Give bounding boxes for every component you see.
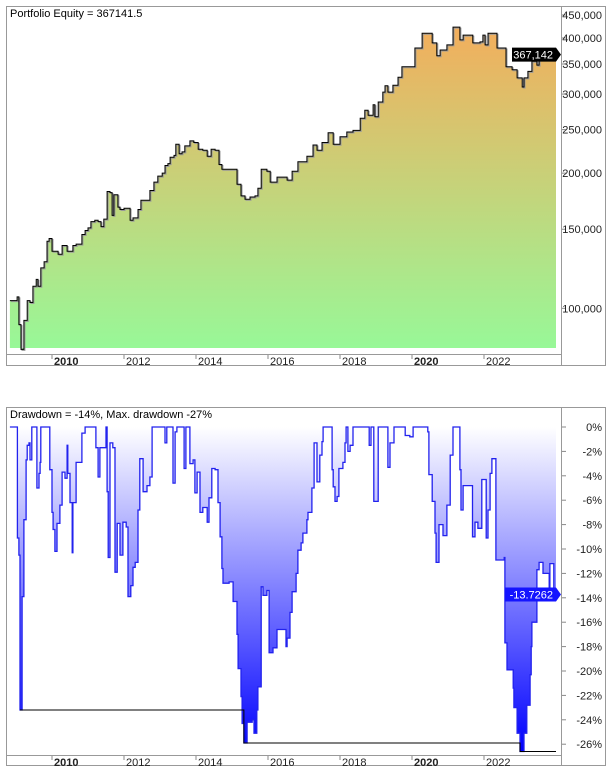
y-tick-label: -2% bbox=[582, 446, 602, 458]
y-tick-label: 0% bbox=[586, 422, 602, 434]
x-tick-label: 2014 bbox=[198, 757, 222, 769]
y-tick-label: 150,000 bbox=[562, 224, 602, 236]
drawdown-title: Drawdown = -14%, Max. drawdown -27% bbox=[10, 409, 212, 421]
y-tick-label: -6% bbox=[582, 495, 602, 507]
y-tick-label: 350,000 bbox=[562, 59, 602, 71]
equity-x-axis: 2010 2012 2014 2016 2018 2020 2022 bbox=[51, 355, 510, 368]
drawdown-area-fill bbox=[9, 427, 556, 752]
y-tick-label: -12% bbox=[576, 568, 602, 580]
equity-line-shadow bbox=[10, 27, 558, 351]
y-tick-label: -14% bbox=[576, 593, 602, 605]
y-tick-label: -16% bbox=[576, 617, 602, 629]
equity-current-value-badge: 367,142 bbox=[512, 47, 561, 62]
x-tick-label: 2016 bbox=[270, 757, 294, 769]
y-tick-label: 450,000 bbox=[562, 10, 602, 22]
x-tick-label: 2010 bbox=[54, 757, 78, 769]
y-tick-label: 200,000 bbox=[562, 168, 602, 180]
x-tick-label: 2016 bbox=[270, 356, 294, 368]
x-tick-label: 2022 bbox=[486, 757, 510, 769]
equity-y-axis: 100,000 150,000 200,000 250,000 300,000 350,0… bbox=[562, 10, 602, 315]
x-tick-label: 2014 bbox=[198, 356, 222, 368]
max-drawdown-line bbox=[19, 709, 556, 753]
y-tick-label: -24% bbox=[576, 715, 602, 727]
equity-area-fill bbox=[9, 27, 556, 350]
y-tick-label: 100,000 bbox=[562, 303, 602, 315]
x-tick-label: 2022 bbox=[486, 356, 510, 368]
drawdown-panel: 0% -2% -4% -6% -8% -10% -12% -14% -16% -18% -20% -2… bbox=[6, 407, 606, 769]
equity-badge-arrow bbox=[512, 47, 561, 62]
x-tick-label: 2020 bbox=[414, 356, 438, 368]
y-tick-label: -4% bbox=[582, 471, 602, 483]
drawdown-line bbox=[9, 426, 557, 753]
drawdown-current-value-badge: -13.7262 bbox=[505, 587, 561, 602]
x-tick-label: 2018 bbox=[342, 757, 366, 769]
x-tick-label: 2018 bbox=[342, 356, 366, 368]
drawdown-current-value: -13.7262 bbox=[510, 589, 553, 601]
y-tick-label: 400,000 bbox=[562, 33, 602, 45]
drawdown-badge-arrow bbox=[505, 587, 561, 602]
x-tick-label: 2010 bbox=[54, 356, 78, 368]
x-tick-label: 2012 bbox=[126, 757, 150, 769]
drawdown-y-axis: 0% -2% -4% -6% -8% -10% -12% -14% -16% -18% -20% -2… bbox=[562, 422, 602, 751]
drawdown-x-axis: 2010 2012 2014 2016 2018 2020 2022 bbox=[51, 756, 510, 769]
y-tick-label: -8% bbox=[582, 520, 602, 532]
equity-title: Portfolio Equity = 367141.5 bbox=[10, 8, 142, 20]
y-tick-label: -26% bbox=[576, 739, 602, 751]
y-tick-label: -22% bbox=[576, 690, 602, 702]
y-tick-label: 250,000 bbox=[562, 125, 602, 137]
equity-panel: 100,000 150,000 200,000 250,000 300,000 350,0… bbox=[6, 6, 606, 368]
y-tick-label: -20% bbox=[576, 666, 602, 678]
equity-line bbox=[9, 26, 557, 350]
y-tick-label: 300,000 bbox=[562, 89, 602, 101]
y-tick-label: -10% bbox=[576, 544, 602, 556]
equity-current-value: 367,142 bbox=[513, 50, 553, 62]
y-tick-label: -18% bbox=[576, 642, 602, 654]
x-tick-label: 2012 bbox=[126, 356, 150, 368]
x-tick-label: 2020 bbox=[414, 757, 438, 769]
